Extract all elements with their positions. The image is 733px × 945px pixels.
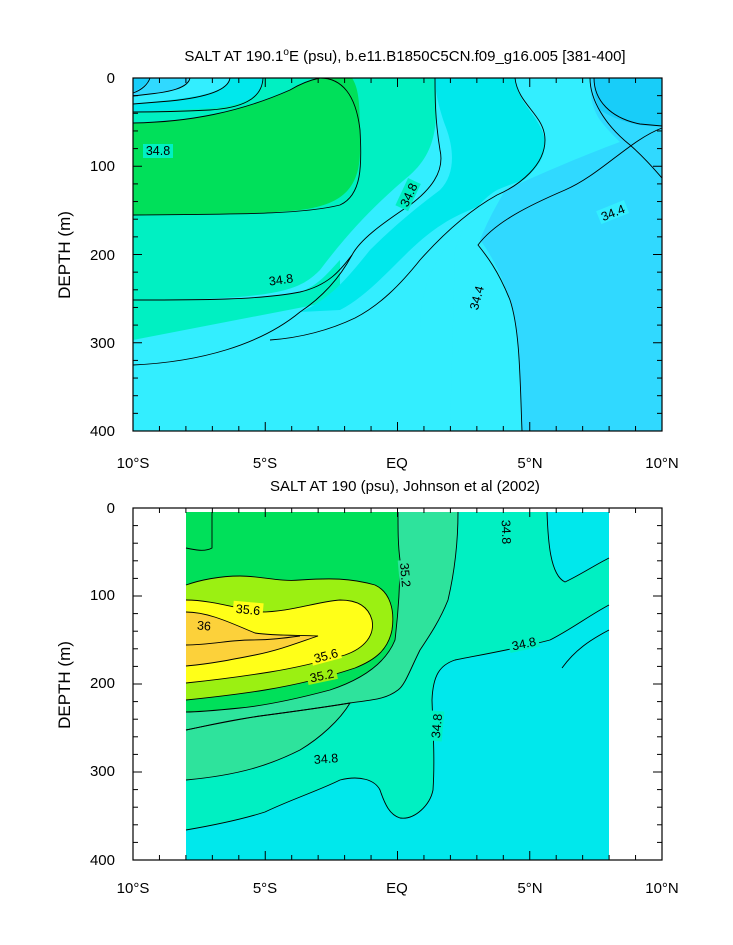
p2-xtick-10s: 10°S — [117, 880, 150, 897]
panel1-x-tick-labels: 10°S 5°S EQ 5°N 10°N — [117, 455, 679, 472]
region-salinity-35.2 — [133, 78, 360, 215]
panel-model-salinity: SALT AT 190.1oE (psu), b.e11.B1850C5CN.f… — [55, 47, 679, 472]
p1-xtick-5n: 5°N — [517, 455, 542, 472]
panel2-x-tick-labels: 10°S 5°S EQ 5°N 10°N — [117, 880, 679, 897]
p2-ytick-300: 300 — [90, 763, 115, 780]
p1-ytick-300: 300 — [90, 335, 115, 352]
region-salinity-34.0-right — [594, 78, 662, 127]
panel1-plot-area — [133, 78, 662, 431]
panel2-contours — [185, 511, 610, 831]
p1-ytick-400: 400 — [90, 423, 115, 440]
contour-label-p1-4: 34.4 — [467, 284, 487, 311]
p2-ytick-200: 200 — [90, 675, 115, 692]
contour-label-p2-9: 34.8 — [313, 751, 338, 767]
panel1-contour-labels: 34.8 34.8 34.8 34.4 34.4 — [143, 144, 630, 315]
p1-ytick-0: 0 — [107, 70, 115, 87]
p1-ytick-200: 200 — [90, 247, 115, 264]
p1-ytick-100: 100 — [90, 158, 115, 175]
panel1-title: SALT AT 190.1oE (psu), b.e11.B1850C5CN.f… — [184, 47, 625, 65]
p1-xtick-5s: 5°S — [253, 455, 277, 472]
p2-ytick-100: 100 — [90, 587, 115, 604]
p1-xtick-10n: 10°N — [645, 455, 679, 472]
region-salinity-36.0-obs — [186, 612, 318, 666]
panel2-title: SALT AT 190 (psu), Johnson et al (2002) — [270, 478, 540, 495]
panel2-ylabel: DEPTH (m) — [55, 641, 74, 729]
panel2-axis-ticks — [132, 507, 663, 861]
panel1-axis-ticks — [132, 77, 663, 432]
panel-observed-salinity: SALT AT 190 (psu), Johnson et al (2002) … — [55, 478, 679, 897]
p2-ytick-0: 0 — [107, 500, 115, 517]
contour-label-p2-8: 34.8 — [429, 713, 445, 739]
contour-label-p2-3: 35.6 — [235, 602, 261, 618]
panel2-y-tick-labels: 0 100 200 300 400 — [90, 500, 115, 869]
region-salinity-34.6-obs-deep — [186, 605, 609, 860]
region-salinity-34.2-topleft — [133, 78, 190, 96]
p2-ytick-400: 400 — [90, 852, 115, 869]
contour-label-p2-5: 35.6 — [312, 646, 339, 666]
p2-xtick-5s: 5°S — [253, 880, 277, 897]
panel1-contours — [132, 77, 663, 432]
contour-label-p1-1: 34.8 — [146, 144, 170, 158]
contour-label-p2-7: 34.8 — [511, 635, 538, 654]
panel1-ylabel: DEPTH (m) — [55, 211, 74, 299]
region-salinity-35.0 — [133, 260, 340, 340]
contour-label-p2-4: 36 — [196, 618, 211, 633]
region-salinity-34.6-obs — [547, 512, 609, 582]
region-salinity-34.6-middle — [300, 78, 546, 312]
contour-label-p2-2: 35.2 — [397, 562, 413, 588]
panel2-contour-labels: 34.8 35.2 35.6 36 35.6 35.2 — [192, 516, 540, 767]
p1-xtick-10s: 10°S — [117, 455, 150, 472]
p2-xtick-10n: 10°N — [645, 880, 679, 897]
contour-label-p2-6: 35.2 — [309, 667, 336, 686]
panel1-y-tick-labels: 0 100 200 300 400 — [90, 70, 115, 440]
p2-xtick-5n: 5°N — [517, 880, 542, 897]
contour-label-p1-3: 34.8 — [268, 271, 294, 288]
p1-xtick-eq: EQ — [386, 455, 408, 472]
p2-xtick-eq: EQ — [386, 880, 408, 897]
contour-label-p2-1: 34.8 — [499, 520, 514, 545]
region-salinity-34.0-topleft — [133, 78, 150, 92]
